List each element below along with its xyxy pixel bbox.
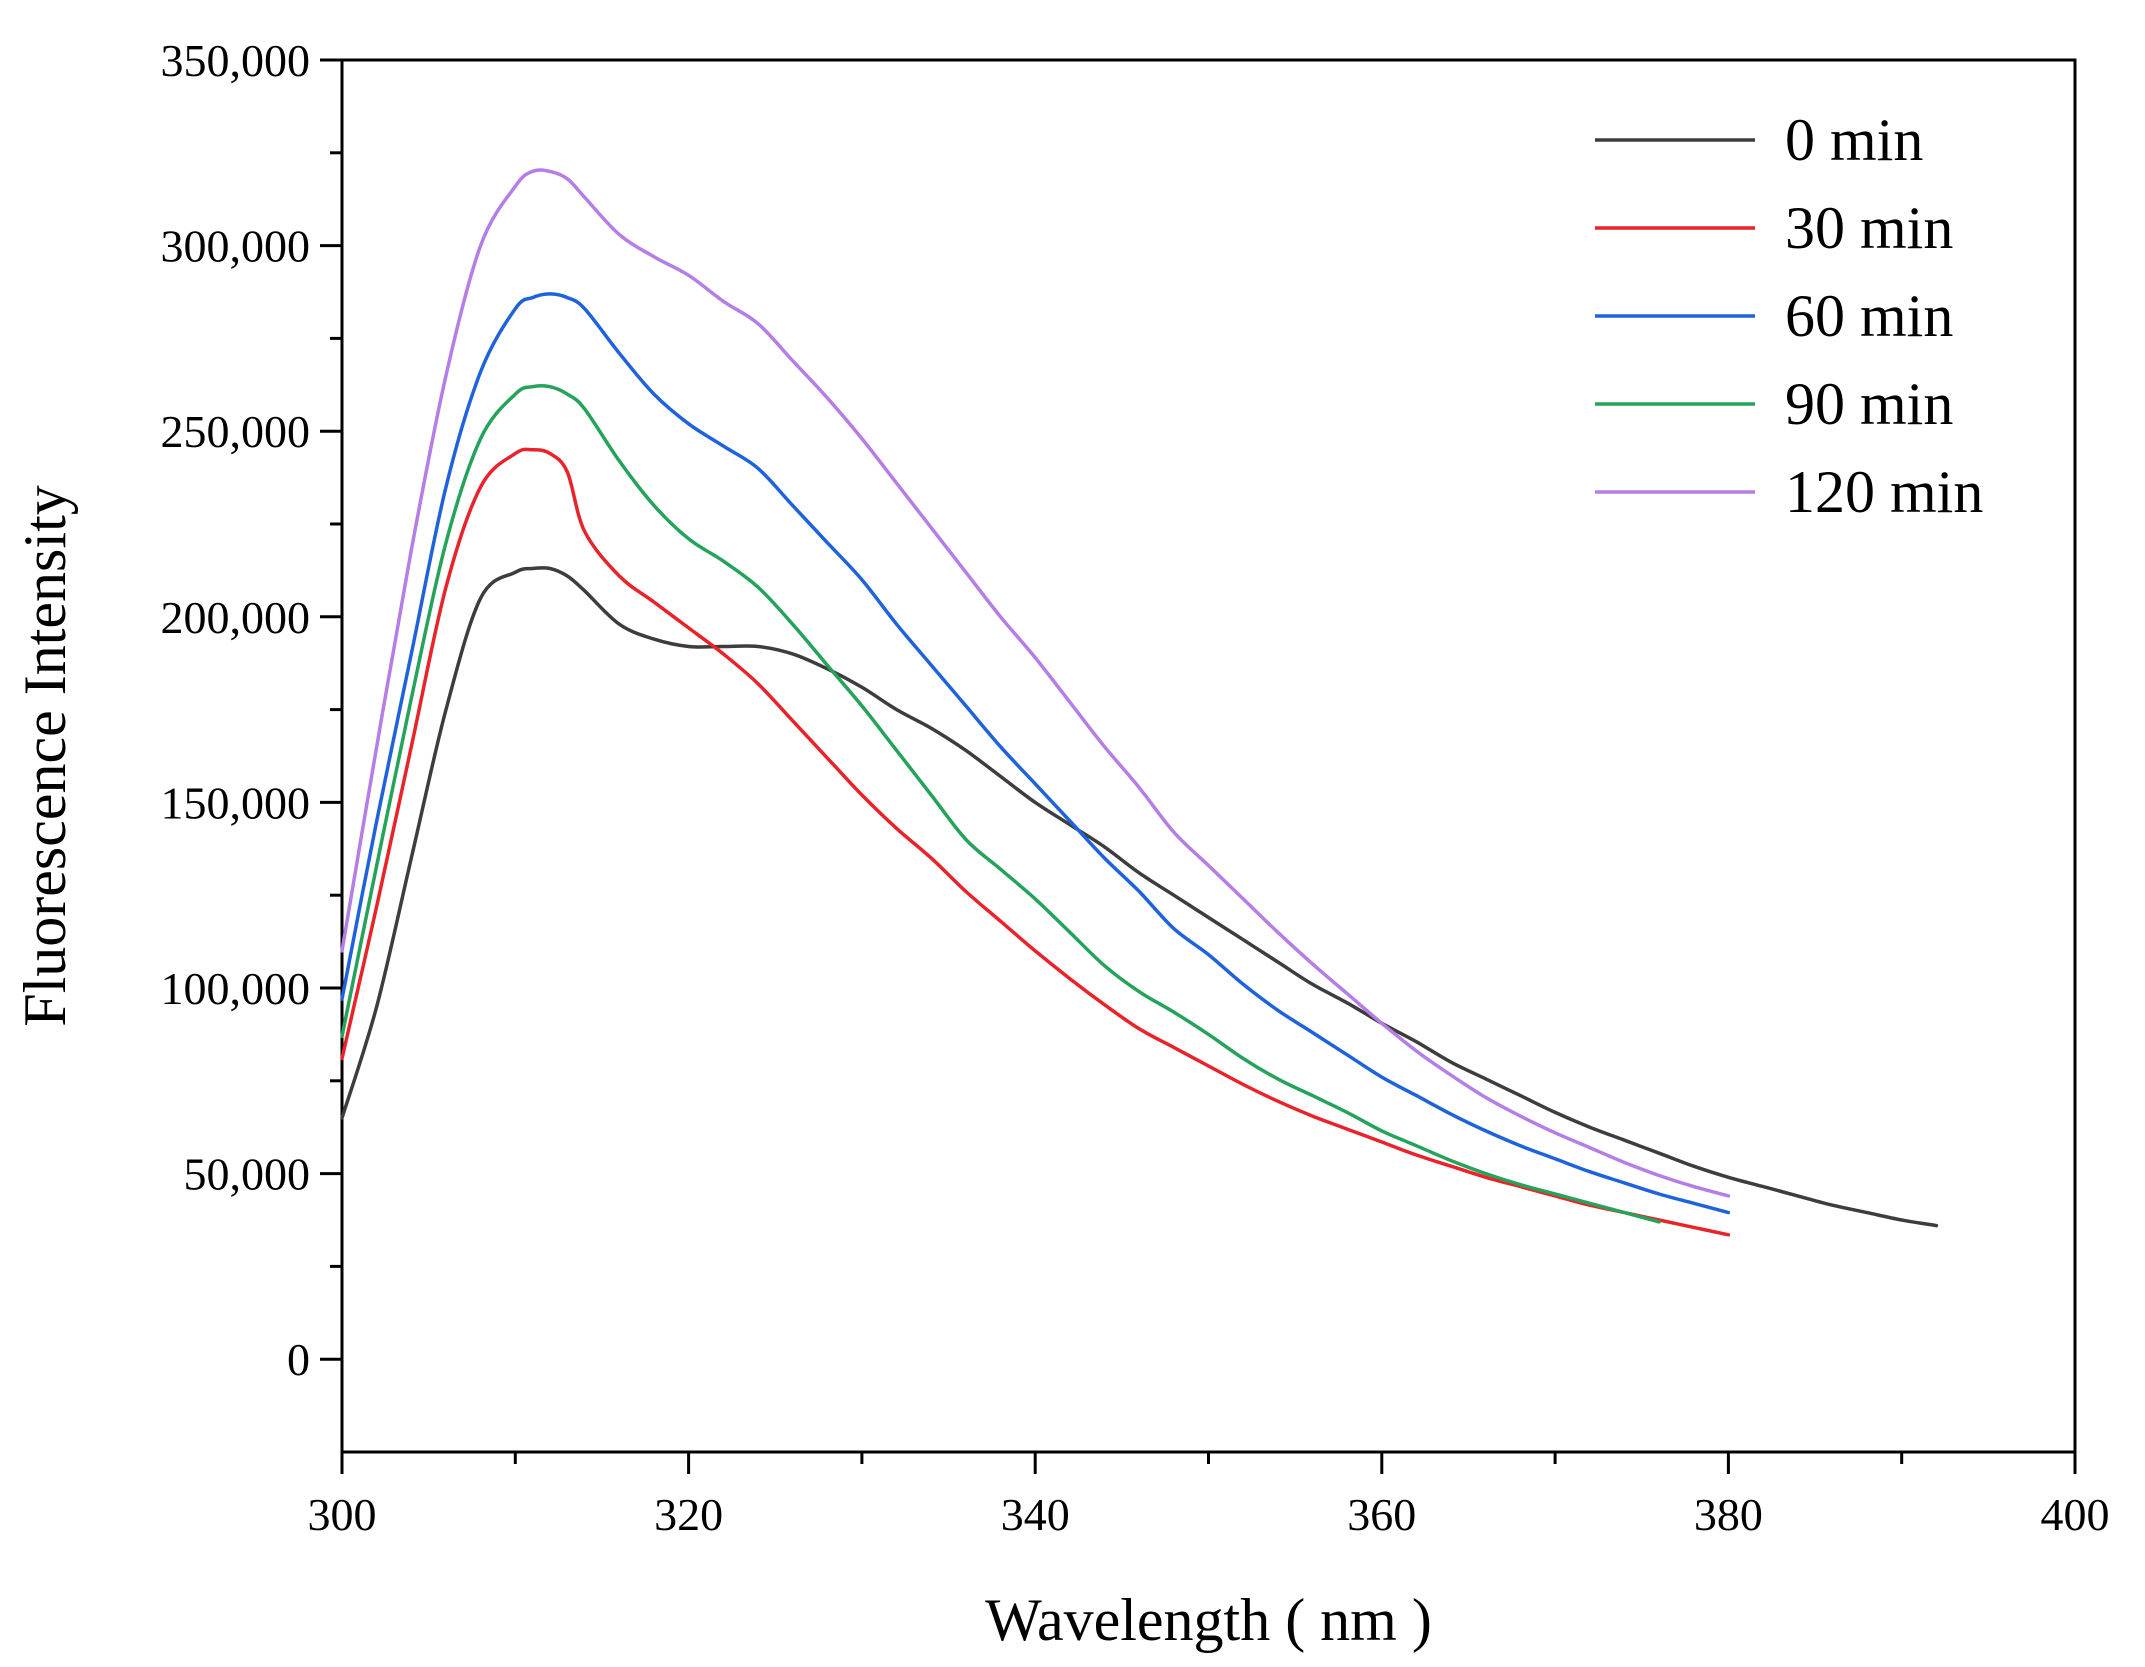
y-tick-label: 300,000 (161, 221, 311, 272)
series-line-120-min (340, 168, 1731, 1198)
legend-label: 60 min (1785, 283, 1953, 349)
x-tick-label: 360 (1347, 1489, 1416, 1540)
x-axis-title: Wavelength ( nm ) (985, 1587, 1432, 1653)
y-axis-title: Fluorescence Intensity (12, 485, 78, 1027)
y-tick-label: 250,000 (161, 406, 311, 457)
legend-label: 0 min (1785, 107, 1923, 173)
series-line-60-min (340, 292, 1731, 1215)
y-tick-label: 100,000 (161, 963, 311, 1014)
y-tick-label: 350,000 (161, 35, 311, 86)
series-line-30-min (340, 447, 1731, 1237)
series-layer (340, 168, 1939, 1237)
x-tick-label: 400 (2041, 1489, 2110, 1540)
legend-label: 90 min (1785, 371, 1953, 437)
plot-frame (340, 58, 2077, 1454)
legend-label: 120 min (1785, 459, 1983, 525)
x-tick-label: 320 (654, 1489, 723, 1540)
y-tick-label: 150,000 (161, 777, 311, 828)
legend-label: 30 min (1785, 195, 1953, 261)
x-tick-label: 340 (1001, 1489, 1070, 1540)
series-line-0-min (340, 566, 1939, 1228)
legend: 0 min 30 min 60 min 90 min 120 min (1595, 107, 1983, 525)
axis-layer: 300 320 340 360 380 400 0 50,000 100,000 150,000 2… (161, 35, 2110, 1540)
series-line-90-min (340, 383, 1661, 1224)
y-tick-label: 0 (287, 1334, 310, 1385)
y-tick-label: 200,000 (161, 592, 311, 643)
y-tick-label: 50,000 (184, 1149, 311, 1200)
x-tick-label: 380 (1694, 1489, 1763, 1540)
x-tick-label: 300 (308, 1489, 377, 1540)
